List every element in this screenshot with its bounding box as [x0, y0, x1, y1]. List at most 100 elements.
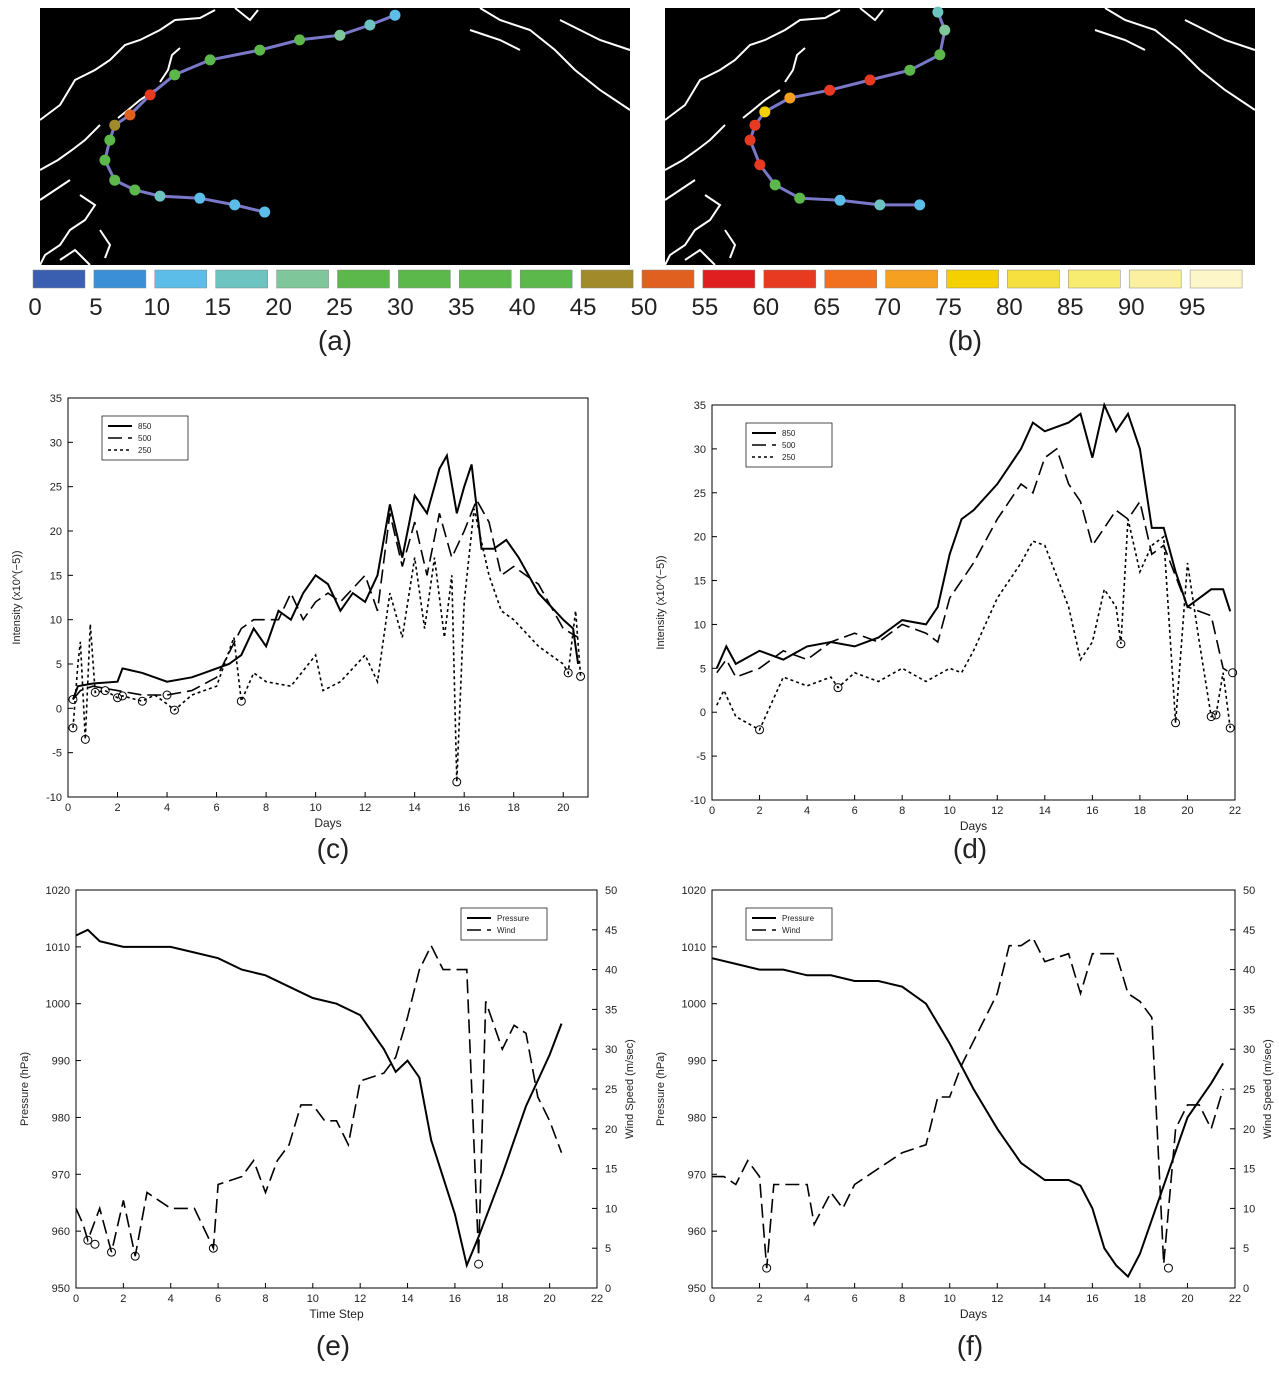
x-tick-label: 12 — [354, 1293, 366, 1305]
circled-point — [113, 693, 123, 703]
y2-tick-label: 50 — [1243, 885, 1255, 897]
series-line — [72, 508, 582, 782]
y2-tick-label: 45 — [605, 925, 617, 937]
track-point — [932, 6, 944, 18]
y-tick-label: 1020 — [46, 885, 70, 897]
x-tick-label: 16 — [449, 1293, 461, 1305]
colorbar-tick-label: 60 — [752, 294, 779, 321]
x-axis-label: Days — [960, 1307, 987, 1321]
colorbar-tick-label: 85 — [1057, 294, 1084, 321]
y-tick-label: 0 — [700, 707, 706, 719]
x-tick-label: 14 — [401, 1293, 413, 1305]
y2-tick-label: 40 — [605, 965, 617, 977]
y-tick-label: 20 — [694, 532, 706, 544]
circled-point — [208, 1243, 218, 1253]
color-box — [763, 269, 817, 289]
x-tick-label: 14 — [1039, 805, 1051, 817]
x-tick-label: 14 — [409, 802, 421, 814]
colorbar-tick-label: 35 — [448, 294, 475, 321]
plot-frame — [711, 404, 1236, 801]
series-line — [712, 936, 1224, 1269]
legend-label: Pressure — [782, 914, 815, 923]
y2-tick-label: 40 — [1243, 965, 1255, 977]
x-tick-label: 0 — [709, 1293, 715, 1305]
track-point — [254, 44, 266, 56]
x-tick-label: 18 — [508, 802, 520, 814]
legend-label: Pressure — [497, 914, 530, 923]
x-tick-label: 18 — [1134, 805, 1146, 817]
track-point — [109, 119, 121, 131]
color-box — [215, 269, 268, 289]
circled-point — [107, 1247, 117, 1257]
series-line — [72, 452, 580, 700]
series-line — [711, 957, 1224, 1279]
y-tick-label: -10 — [46, 792, 62, 804]
color-box — [154, 269, 208, 289]
track-point — [229, 199, 241, 211]
x-tick-label: 6 — [215, 1293, 221, 1305]
y-axis-label: Intensity (x10^(−5)) — [655, 555, 667, 649]
colorbar-tick-label: 15 — [204, 294, 231, 321]
y-tick-label: 10 — [50, 615, 62, 627]
track-point — [109, 174, 121, 186]
legend-label: 850 — [782, 429, 796, 438]
track-point — [934, 49, 946, 61]
x-tick-label: 2 — [756, 805, 762, 817]
x-tick-label: 20 — [1181, 805, 1193, 817]
y-tick-label: 950 — [688, 1283, 706, 1295]
y-tick-label: 950 — [52, 1283, 70, 1295]
x-tick-label: 4 — [804, 1293, 810, 1305]
x-tick-label: 8 — [263, 802, 269, 814]
x-tick-label: 6 — [852, 805, 858, 817]
circled-point — [762, 1263, 772, 1273]
colorbar-tick-label: 5 — [89, 294, 102, 321]
y2-tick-label: 35 — [605, 1004, 617, 1016]
y-axis-label: Pressure (hPa) — [655, 1052, 667, 1126]
circled-point — [474, 1259, 484, 1269]
x-tick-label: 4 — [164, 802, 170, 814]
y-tick-label: -5 — [52, 748, 62, 760]
y2-tick-label: 20 — [605, 1124, 617, 1136]
y-tick-label: 30 — [50, 437, 62, 449]
y2-tick-label: 25 — [605, 1084, 617, 1096]
circled-point — [117, 691, 127, 701]
panel-label: (d) — [953, 833, 987, 864]
colorbar-tick-label: 25 — [326, 294, 353, 321]
y-tick-label: 15 — [694, 576, 706, 588]
x-tick-label: 20 — [557, 802, 569, 814]
y2-tick-label: 5 — [1243, 1243, 1249, 1255]
x-tick-label: 4 — [804, 805, 810, 817]
colorbar-tick-label: 0 — [28, 294, 41, 321]
y2-axis-label: Wind Speed (m/sec) — [1262, 1039, 1274, 1139]
x-tick-label: 16 — [1086, 1293, 1098, 1305]
colorbar-tick-label: 75 — [935, 294, 962, 321]
colorbar-tick-label: 90 — [1118, 294, 1145, 321]
y-tick-label: 25 — [50, 482, 62, 494]
circled-point — [755, 725, 765, 735]
panel-label: (e) — [316, 1330, 350, 1361]
map-background — [40, 8, 630, 265]
x-tick-label: 2 — [756, 1293, 762, 1305]
colorbar-tick-label: 45 — [570, 294, 597, 321]
series-line — [75, 943, 563, 1257]
series-line — [716, 447, 1231, 679]
x-tick-label: 10 — [944, 805, 956, 817]
y-tick-label: 990 — [688, 1056, 706, 1068]
y2-tick-label: 15 — [1243, 1164, 1255, 1176]
colorbar-tick-label: 55 — [692, 294, 719, 321]
x-tick-label: 4 — [168, 1293, 174, 1305]
y-tick-label: 10 — [694, 619, 706, 631]
x-tick-label: 2 — [120, 1293, 126, 1305]
y-tick-label: 980 — [688, 1112, 706, 1124]
circled-point — [1225, 723, 1235, 733]
plot-frame — [67, 397, 589, 798]
track-point — [104, 134, 116, 146]
color-box — [702, 269, 756, 289]
legend-label: Wind — [782, 926, 800, 935]
color-box — [459, 269, 512, 289]
circled-point — [563, 668, 573, 678]
panel-label: (b) — [948, 325, 982, 356]
y-tick-label: 960 — [52, 1226, 70, 1238]
x-tick-label: 2 — [114, 802, 120, 814]
